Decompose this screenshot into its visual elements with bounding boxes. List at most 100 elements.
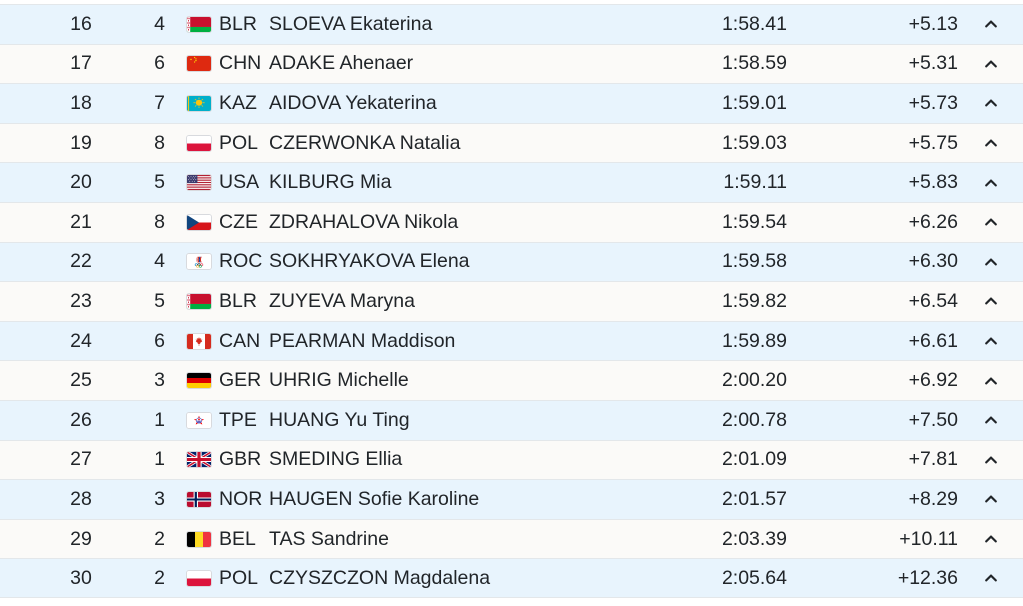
gap-cell: +6.26 (908, 210, 958, 233)
table-row[interactable]: 24 6 CAN PEARMAN Maddison 1:59.89 +6.61 (0, 320, 1023, 361)
athlete-name-cell: ADAKE Ahenaer (269, 52, 414, 75)
chevron-up-icon[interactable] (959, 95, 1023, 111)
gap-cell: +6.61 (908, 329, 958, 352)
rank-cell: 30 (70, 566, 92, 589)
gap-cell: +5.75 (908, 131, 958, 154)
country-cell: NOR (165, 488, 262, 511)
rank-cell: 17 (70, 52, 92, 75)
belarus-flag (186, 292, 212, 310)
country-code: BEL (219, 527, 256, 550)
chevron-up-icon[interactable] (959, 135, 1023, 151)
athlete-name-cell: SOKHRYAKOVA Elena (269, 250, 470, 273)
country-code: GER (219, 369, 262, 392)
country-cell: CHN (165, 52, 261, 75)
chevron-up-icon[interactable] (959, 531, 1023, 547)
germany-flag (186, 372, 212, 390)
usa-flag (186, 174, 212, 192)
table-row[interactable]: 18 7 KAZ AIDOVA Yekaterina 1:59.01 +5.73 (0, 83, 1023, 123)
country-cell: USA (165, 171, 259, 194)
country-cell: ROC (165, 250, 262, 273)
rank-cell: 18 (70, 91, 92, 114)
country-code: TPE (219, 408, 257, 431)
czechia-flag (186, 213, 212, 231)
table-row[interactable]: 20 5 USA KILBURG Mia 1:59.11 +5.83 (0, 162, 1023, 202)
gap-cell: +6.30 (908, 250, 958, 273)
time-cell: 2:00.78 (721, 408, 787, 431)
table-row[interactable]: 26 1 TPE HUANG Yu Ting 2:00.78 +7.50 (0, 399, 1023, 440)
chevron-up-icon[interactable] (959, 254, 1023, 270)
lane-cell: 1 (154, 408, 165, 431)
country-cell: BLR (165, 290, 257, 313)
lane-cell: 4 (154, 250, 165, 273)
rank-cell: 19 (70, 131, 92, 154)
country-cell: TPE (165, 409, 257, 432)
chevron-up-icon[interactable] (959, 175, 1023, 191)
time-cell: 2:01.57 (721, 487, 787, 510)
table-row[interactable]: 21 8 CZE ZDRAHALOVA Nikola 1:59.54 +6.26 (0, 201, 1023, 242)
rank-cell: 25 (70, 369, 92, 392)
gap-cell: +8.29 (908, 487, 958, 510)
chevron-up-icon[interactable] (959, 570, 1023, 586)
table-row[interactable]: 23 5 BLR ZUYEVA Maryna 1:59.82 +6.54 (0, 281, 1023, 321)
country-code: NOR (219, 487, 263, 510)
athlete-name-cell: SMEDING Ellia (269, 448, 403, 471)
athlete-name-cell: HUANG Yu Ting (269, 408, 410, 431)
lane-cell: 2 (154, 527, 165, 550)
table-row[interactable]: 30 2 POL CZYSZCZON Magdalena 2:05.64 +12.36 (0, 558, 1023, 598)
gap-cell: +6.92 (908, 369, 958, 392)
chevron-up-icon[interactable] (959, 491, 1023, 507)
table-row[interactable]: 17 6 CHN ADAKE Ahenaer 1:58.59 +5.31 (0, 43, 1023, 84)
athlete-name-cell: KILBURG Mia (269, 171, 392, 194)
table-row[interactable]: 16 4 BLR SLOEVA Ekaterina 1:58.41 +5.13 (0, 4, 1023, 44)
gap-cell: +6.54 (908, 289, 958, 312)
rank-cell: 20 (70, 171, 92, 194)
lane-cell: 1 (154, 448, 165, 471)
table-row[interactable]: 29 2 BEL TAS Sandrine 2:03.39 +10.11 (0, 518, 1023, 559)
athlete-name-cell: AIDOVA Yekaterina (269, 91, 437, 114)
lane-cell: 2 (154, 566, 165, 589)
poland-flag (186, 134, 212, 152)
country-code: GBR (219, 448, 262, 471)
chevron-up-icon[interactable] (959, 293, 1023, 309)
chevron-up-icon[interactable] (959, 16, 1023, 32)
rank-cell: 28 (70, 487, 92, 510)
roc-flag (186, 253, 212, 271)
athlete-name-cell: CZYSZCZON Magdalena (269, 566, 491, 589)
athlete-name-cell: ZUYEVA Maryna (269, 289, 415, 312)
table-row[interactable]: 19 8 POL CZERWONKA Natalia 1:59.03 +5.75 (0, 122, 1023, 163)
belarus-flag (186, 15, 212, 33)
time-cell: 2:03.39 (721, 527, 787, 550)
country-code: CZE (219, 210, 258, 233)
time-cell: 2:00.20 (721, 369, 787, 392)
time-cell: 1:58.59 (721, 52, 787, 75)
rank-cell: 23 (70, 289, 92, 312)
country-code: POL (219, 566, 259, 589)
chevron-up-icon[interactable] (959, 56, 1023, 72)
country-cell: KAZ (165, 92, 257, 115)
chevron-up-icon[interactable] (959, 373, 1023, 389)
chevron-up-icon[interactable] (959, 412, 1023, 428)
country-cell: BLR (165, 13, 257, 36)
time-cell: 2:05.64 (721, 566, 787, 589)
table-row[interactable]: 28 3 NOR HAUGEN Sofie Karoline 2:01.57 +8.29 (0, 479, 1023, 519)
table-row[interactable]: 27 1 GBR SMEDING Ellia 2:01.09 +7.81 (0, 439, 1023, 480)
time-cell: 1:59.82 (721, 289, 787, 312)
athlete-name-cell: CZERWONKA Natalia (269, 131, 461, 154)
rank-cell: 26 (70, 408, 92, 431)
gap-cell: +5.13 (908, 12, 958, 35)
gap-cell: +10.11 (899, 527, 958, 550)
chevron-up-icon[interactable] (959, 214, 1023, 230)
time-cell: 1:59.03 (721, 131, 787, 154)
time-cell: 1:59.01 (721, 91, 787, 114)
chinese-taipei-flag (186, 411, 212, 429)
chevron-up-icon[interactable] (959, 333, 1023, 349)
lane-cell: 6 (154, 329, 165, 352)
table-row[interactable]: 25 3 GER UHRIG Michelle 2:00.20 +6.92 (0, 360, 1023, 400)
time-cell: 2:01.09 (721, 448, 787, 471)
lane-cell: 8 (154, 131, 165, 154)
poland-flag (186, 569, 212, 587)
athlete-name-cell: UHRIG Michelle (269, 369, 409, 392)
lane-cell: 3 (154, 369, 165, 392)
table-row[interactable]: 22 4 ROC SOKHRYAKOVA Elena 1:59.58 +6.30 (0, 241, 1023, 282)
chevron-up-icon[interactable] (959, 452, 1023, 468)
